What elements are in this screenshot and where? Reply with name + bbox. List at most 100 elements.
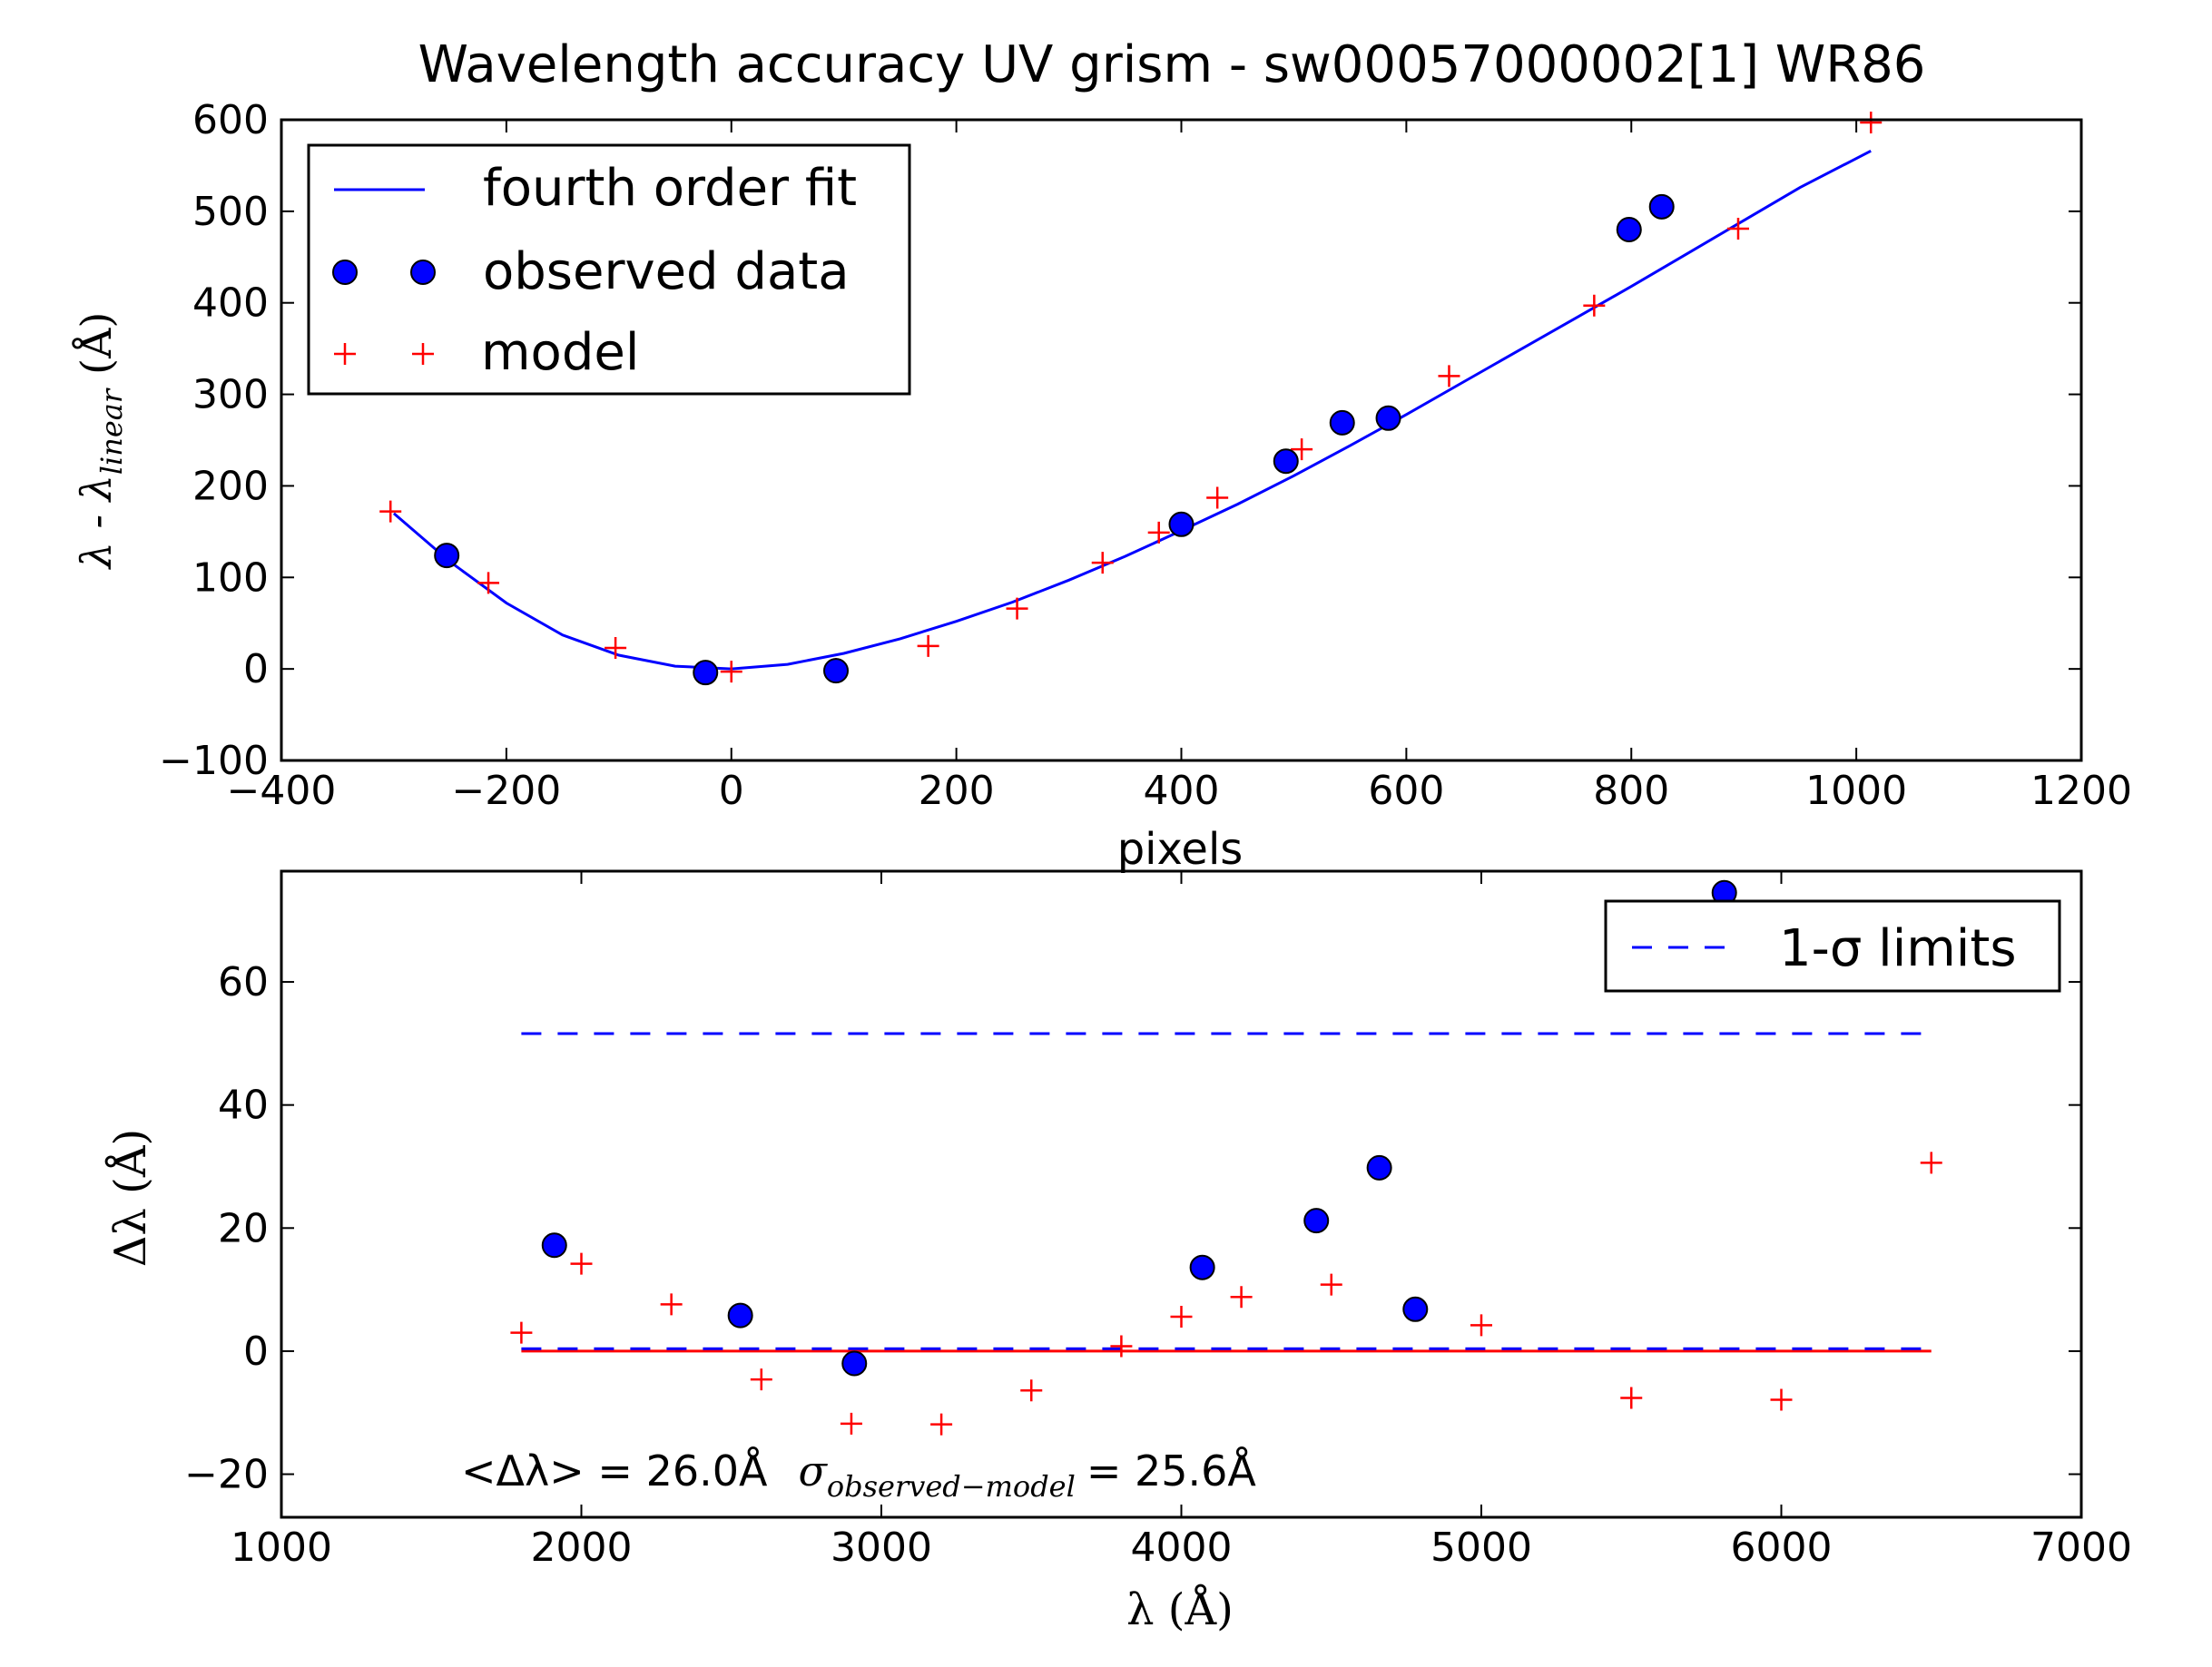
top-y-axis-label: λ - λlinear(Å) bbox=[71, 312, 129, 571]
observed-point bbox=[1168, 511, 1194, 537]
top-x-tick-label: −200 bbox=[451, 768, 561, 814]
model-residual-point bbox=[1620, 1387, 1643, 1409]
top-legend: fourth order fit observed data model bbox=[307, 143, 911, 396]
model-point bbox=[1438, 365, 1460, 387]
model-residual-point bbox=[1920, 1152, 1942, 1174]
top-chart-panel: Wavelength accuracy UV grism - sw0005700… bbox=[71, 35, 2132, 875]
top-x-tick-label: 200 bbox=[919, 768, 995, 814]
model-point bbox=[720, 661, 742, 683]
top-x-tick-label: 0 bbox=[719, 768, 744, 814]
chart-title: Wavelength accuracy UV grism - sw0005700… bbox=[418, 35, 1926, 94]
observed-point bbox=[1329, 409, 1355, 436]
observed-point bbox=[1273, 448, 1299, 475]
legend-model-swatch bbox=[334, 343, 434, 365]
legend-fit-label: fourth order fit bbox=[483, 159, 857, 218]
bottom-y-tick-label: 20 bbox=[218, 1205, 269, 1251]
bottom-y-tick-label: 60 bbox=[218, 959, 269, 1005]
top-x-axis-label: pixels bbox=[1117, 824, 1244, 875]
legend-observed-swatch bbox=[332, 260, 358, 285]
model-residual-point bbox=[930, 1413, 953, 1436]
model-residual-point bbox=[1320, 1273, 1342, 1296]
top-y-tick-label: 200 bbox=[192, 463, 269, 509]
model-point bbox=[477, 572, 500, 594]
top-x-tick-label: 1000 bbox=[1805, 768, 1907, 814]
bottom-y-tick-label: 40 bbox=[218, 1083, 269, 1129]
model-point bbox=[1291, 438, 1313, 461]
top-y-tick-label: 0 bbox=[243, 646, 269, 692]
fit-line bbox=[392, 149, 1872, 671]
model-residual-point bbox=[510, 1321, 533, 1344]
model-residual-point bbox=[1230, 1286, 1253, 1309]
model-point bbox=[1860, 112, 1883, 134]
top-x-tick-label: 400 bbox=[1144, 768, 1220, 814]
bottom-x-tick-label: 5000 bbox=[1430, 1525, 1532, 1571]
observed-point bbox=[823, 658, 850, 684]
model-point bbox=[917, 634, 939, 657]
legend-observed-swatch bbox=[410, 260, 436, 285]
bottom-y-tick-label: 0 bbox=[243, 1329, 269, 1375]
model-residual-point bbox=[660, 1293, 683, 1316]
top-x-tick-label: 800 bbox=[1593, 768, 1669, 814]
observed-point bbox=[1375, 405, 1401, 431]
top-y-tick-label: 400 bbox=[192, 280, 269, 327]
bottom-chart-panel: 1000 2000 3000 4000 5000 6000 7000 −200204060 … bbox=[104, 869, 2132, 1635]
top-y-tick-label: −100 bbox=[159, 738, 269, 784]
observed-residual-point bbox=[1303, 1208, 1330, 1234]
top-y-tick-label: 100 bbox=[192, 554, 269, 601]
model-point bbox=[1583, 294, 1606, 317]
bottom-y-axis-label: Δλ (Å) bbox=[104, 1129, 156, 1267]
model-point bbox=[1206, 486, 1229, 509]
bottom-plot-area bbox=[510, 879, 1942, 1436]
model-residual-point bbox=[1170, 1305, 1193, 1328]
legend-observed-label: observed data bbox=[483, 242, 850, 301]
model-point bbox=[1006, 597, 1028, 620]
top-x-tick-label: 1200 bbox=[2030, 768, 2132, 814]
model-point bbox=[1147, 521, 1170, 544]
model-residual-point bbox=[1110, 1335, 1133, 1358]
model-residual-point bbox=[570, 1252, 593, 1275]
bottom-x-tick-label: 1000 bbox=[231, 1525, 332, 1571]
top-y-tick-label: 500 bbox=[192, 189, 269, 235]
top-x-tick-label: −400 bbox=[227, 768, 337, 814]
top-y-ticks: −100 0 100 200 300 400 500 600 bbox=[159, 97, 2081, 784]
observed-residual-point bbox=[1366, 1154, 1392, 1181]
top-legend-frame bbox=[307, 143, 911, 396]
top-x-ticks: −400 −200 0 200 400 600 800 1000 1200 bbox=[227, 120, 2132, 814]
observed-point bbox=[434, 543, 460, 569]
observed-residual-point bbox=[841, 1350, 868, 1377]
observed-point bbox=[1648, 193, 1675, 220]
top-y-tick-label: 300 bbox=[192, 372, 269, 418]
model-point bbox=[1726, 218, 1749, 240]
bottom-x-tick-label: 6000 bbox=[1731, 1525, 1833, 1571]
model-residual-point bbox=[1470, 1314, 1492, 1337]
model-point bbox=[379, 500, 402, 523]
top-y-tick-label: 600 bbox=[192, 97, 269, 143]
observed-point bbox=[1616, 217, 1642, 243]
bottom-x-tick-label: 2000 bbox=[531, 1525, 633, 1571]
model-point bbox=[605, 636, 627, 659]
observed-point bbox=[693, 660, 719, 686]
model-point bbox=[1091, 552, 1114, 574]
top-plot-area bbox=[379, 112, 1883, 686]
observed-residual-point bbox=[1189, 1254, 1215, 1280]
observed-residual-point bbox=[727, 1302, 753, 1329]
legend-sigma-label: 1-σ limits bbox=[1779, 919, 2017, 978]
bottom-x-tick-label: 3000 bbox=[831, 1525, 932, 1571]
observed-residual-point bbox=[541, 1232, 567, 1259]
bottom-x-axis-label: λ (Å) bbox=[1126, 1584, 1234, 1635]
bottom-legend: 1-σ limits bbox=[1604, 899, 2061, 993]
model-residual-point bbox=[1770, 1388, 1793, 1411]
legend-model-label: model bbox=[481, 323, 639, 382]
bottom-x-tick-label: 4000 bbox=[1131, 1525, 1233, 1571]
bottom-y-tick-label: −20 bbox=[184, 1452, 269, 1498]
bottom-x-ticks: 1000 2000 3000 4000 5000 6000 7000 bbox=[231, 871, 2132, 1571]
observed-residual-point bbox=[1402, 1296, 1429, 1322]
bottom-x-tick-label: 7000 bbox=[2030, 1525, 2132, 1571]
stats-annotation: <Δλ> = 26.0Å σobserved−model = 25.6Å bbox=[461, 1446, 1256, 1504]
top-x-tick-label: 600 bbox=[1368, 768, 1444, 814]
model-residual-point bbox=[840, 1412, 862, 1435]
model-residual-point bbox=[1020, 1379, 1043, 1402]
model-residual-point bbox=[750, 1368, 772, 1391]
bottom-y-ticks: −20 0 20 40 60 bbox=[184, 959, 2081, 1498]
